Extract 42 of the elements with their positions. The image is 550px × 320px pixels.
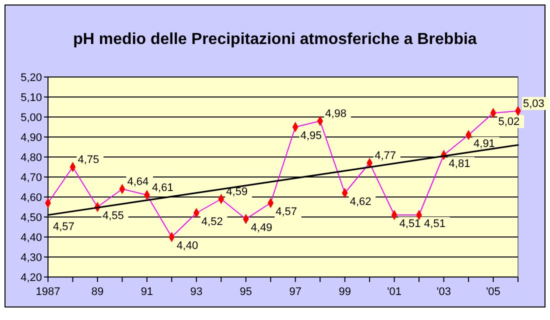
data-label: 4,64 bbox=[127, 176, 149, 188]
data-label: 4,57 bbox=[276, 206, 298, 218]
y-tick-label: 4,40 bbox=[20, 232, 42, 244]
data-label: 4,98 bbox=[325, 108, 347, 120]
data-label: 4,51 bbox=[424, 218, 446, 230]
x-tick-label: '01 bbox=[387, 286, 402, 298]
data-label: 4,52 bbox=[201, 216, 223, 228]
data-label: 4,62 bbox=[350, 196, 372, 208]
data-label: 5,02 bbox=[498, 116, 520, 128]
y-tick-label: 5,00 bbox=[20, 112, 42, 124]
data-label: 4,95 bbox=[300, 130, 322, 142]
data-label: 4,40 bbox=[176, 240, 198, 252]
x-tick-label: 97 bbox=[289, 286, 302, 298]
x-tick-label: '05 bbox=[486, 286, 500, 298]
y-tick-label: 5,10 bbox=[20, 92, 42, 104]
x-tick-label: 89 bbox=[91, 286, 104, 298]
chart-title: pH medio delle Precipitazioni atmosferiche a Brebbia bbox=[73, 31, 477, 48]
x-tick-label: '03 bbox=[436, 286, 451, 298]
y-tick-label: 4,70 bbox=[20, 172, 42, 184]
y-tick-label: 4,30 bbox=[20, 252, 42, 264]
data-label: 4,61 bbox=[152, 182, 174, 194]
y-tick-label: 4,20 bbox=[20, 272, 42, 284]
y-tick-label: 4,50 bbox=[20, 212, 42, 224]
y-tick-label: 4,80 bbox=[20, 152, 42, 164]
x-tick-label: 1987 bbox=[36, 286, 60, 298]
data-label: 4,91 bbox=[474, 138, 495, 150]
data-label: 5,03 bbox=[523, 98, 544, 110]
y-tick-label: 4,60 bbox=[20, 192, 42, 204]
y-tick-label: 4,90 bbox=[20, 132, 42, 144]
data-label: 4,75 bbox=[78, 154, 100, 166]
data-label: 4,57 bbox=[53, 221, 74, 233]
x-tick-label: 91 bbox=[140, 286, 154, 298]
y-tick-label: 5,20 bbox=[20, 72, 42, 84]
data-label: 4,49 bbox=[250, 222, 272, 234]
data-label: 4,51 bbox=[399, 218, 421, 230]
data-label: 4,55 bbox=[102, 210, 124, 222]
x-tick-label: 93 bbox=[190, 286, 203, 298]
data-label: 4,77 bbox=[374, 150, 396, 162]
x-tick-label: 99 bbox=[338, 286, 351, 298]
data-label: 4,81 bbox=[448, 158, 470, 170]
x-tick-label: 95 bbox=[240, 286, 252, 298]
data-label: 4,59 bbox=[226, 186, 248, 198]
